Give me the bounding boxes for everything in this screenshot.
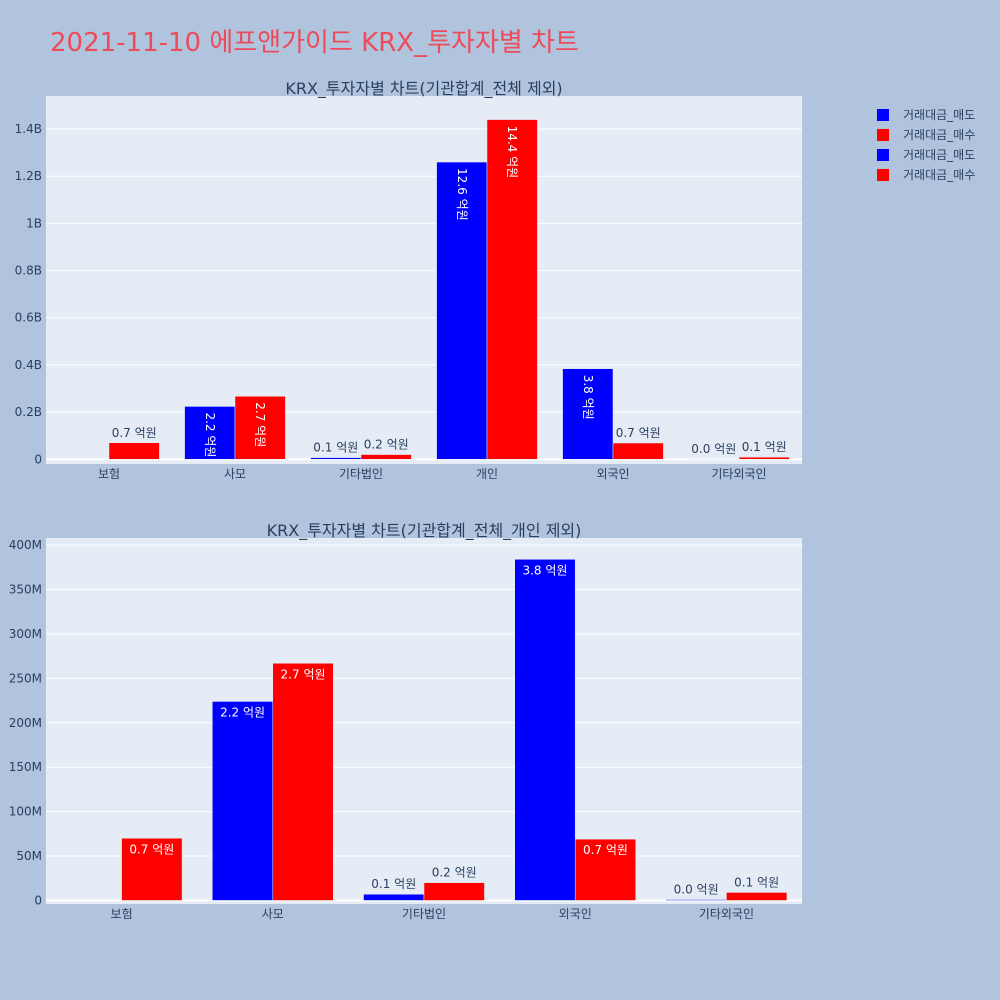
bar-data-label: 0.2 억원 [432,866,477,880]
x-tick-label: 외국인 [559,907,592,921]
y-tick-label: 400M [9,538,42,552]
legend-swatch[interactable] [877,109,889,121]
bar[interactable] [726,892,788,901]
bar-data-label: 3.8 억원 [522,563,567,577]
legend-label[interactable]: 거래대금_매도 [903,148,975,162]
chart-title: KRX_투자자별 차트(기관합계_전체_개인 제외) [267,521,582,541]
y-tick-label: 50M [16,849,42,863]
bar[interactable] [121,838,183,901]
y-tick-label: 250M [9,671,42,685]
bar[interactable] [514,559,576,901]
bar[interactable] [738,456,790,460]
y-tick-label: 200M [9,716,42,730]
bar-data-label: 14.4 억원 [505,126,519,179]
bar[interactable] [363,893,425,901]
bar[interactable] [423,882,485,901]
y-tick-label: 1B [26,216,42,230]
bar-data-label: 0.2 억원 [364,438,409,452]
bar-data-label: 0.7 억원 [616,426,661,440]
bar[interactable] [184,406,236,460]
bar[interactable] [665,899,727,901]
y-tick-label: 1.4B [15,122,42,136]
bar-data-label: 2.7 억원 [281,667,326,681]
bar-data-label: 0.7 억원 [112,426,157,440]
legend-swatch[interactable] [877,149,889,161]
x-tick-label: 외국인 [596,467,629,481]
legend-label[interactable]: 거래대금_매수 [903,128,975,142]
x-tick-label: 사모 [262,907,284,921]
y-tick-label: 0.8B [15,264,42,278]
bar-data-label: 0.1 억원 [734,875,779,889]
bar[interactable] [310,457,362,460]
page-title: 2021-11-10 에프앤가이드 KRX_투자자별 차트 [50,28,579,58]
x-tick-label: 기타법인 [402,907,446,921]
x-tick-label: 보험 [98,467,120,481]
y-tick-label: 0.6B [15,311,42,325]
legend-label[interactable]: 거래대금_매도 [903,108,975,122]
plot-area [46,96,802,464]
y-tick-label: 0.4B [15,358,42,372]
x-tick-label: 사모 [224,467,246,481]
y-tick-label: 100M [9,805,42,819]
x-tick-label: 개인 [476,467,498,481]
bar[interactable] [234,396,286,460]
bar-data-label: 0.0 억원 [691,442,736,456]
x-tick-label: 보험 [111,907,133,921]
chart-bottom: 0 50M 100M 150M 200M 250M 300M 350M 400M 보험 사모 기타법인… [9,521,802,921]
y-tick-label: 150M [9,760,42,774]
bar[interactable] [436,161,488,460]
bar-data-label: 0.0 억원 [674,883,719,897]
x-tick-label: 기타외국인 [699,907,754,921]
bar[interactable] [360,454,412,460]
y-tick-label: 0.2B [15,405,42,419]
bar[interactable] [574,838,636,901]
y-tick-label: 300M [9,627,42,641]
bar-data-label: 0.1 억원 [313,441,358,455]
y-tick-label: 1.2B [15,169,42,183]
bar-data-label: 3.8 억원 [581,375,595,420]
bar[interactable] [108,442,160,460]
bar[interactable] [612,442,664,460]
bar-data-label: 0.1 억원 [371,877,416,891]
bar-data-label: 2.2 억원 [203,412,217,457]
legend-label[interactable]: 거래대금_매수 [903,168,975,182]
bar-data-label: 0.7 억원 [583,843,628,857]
chart-title: KRX_투자자별 차트(기관합계_전체 제외) [285,79,562,99]
bar[interactable] [212,701,274,901]
y-tick-label: 0 [34,893,42,907]
bar-data-label: 0.1 억원 [742,440,787,454]
bar[interactable] [272,663,334,901]
bar-data-label: 12.6 억원 [455,168,469,221]
y-tick-label: 350M [9,583,42,597]
x-tick-label: 기타법인 [339,467,383,481]
legend-swatch[interactable] [877,169,889,181]
bar-data-label: 0.7 억원 [129,842,174,856]
bar[interactable] [562,368,614,460]
y-tick-label: 0 [34,452,42,466]
legend-swatch[interactable] [877,129,889,141]
bar-data-label: 2.7 억원 [253,402,267,447]
chart-top: 0 0.2B 0.4B 0.6B 0.8B 1B 1.2B 1.4B 보험 사모 기타법인 개인 외국인… [15,79,802,481]
x-tick-label: 기타외국인 [711,467,766,481]
bar[interactable] [486,119,538,460]
bar-data-label: 2.2 억원 [220,705,265,719]
